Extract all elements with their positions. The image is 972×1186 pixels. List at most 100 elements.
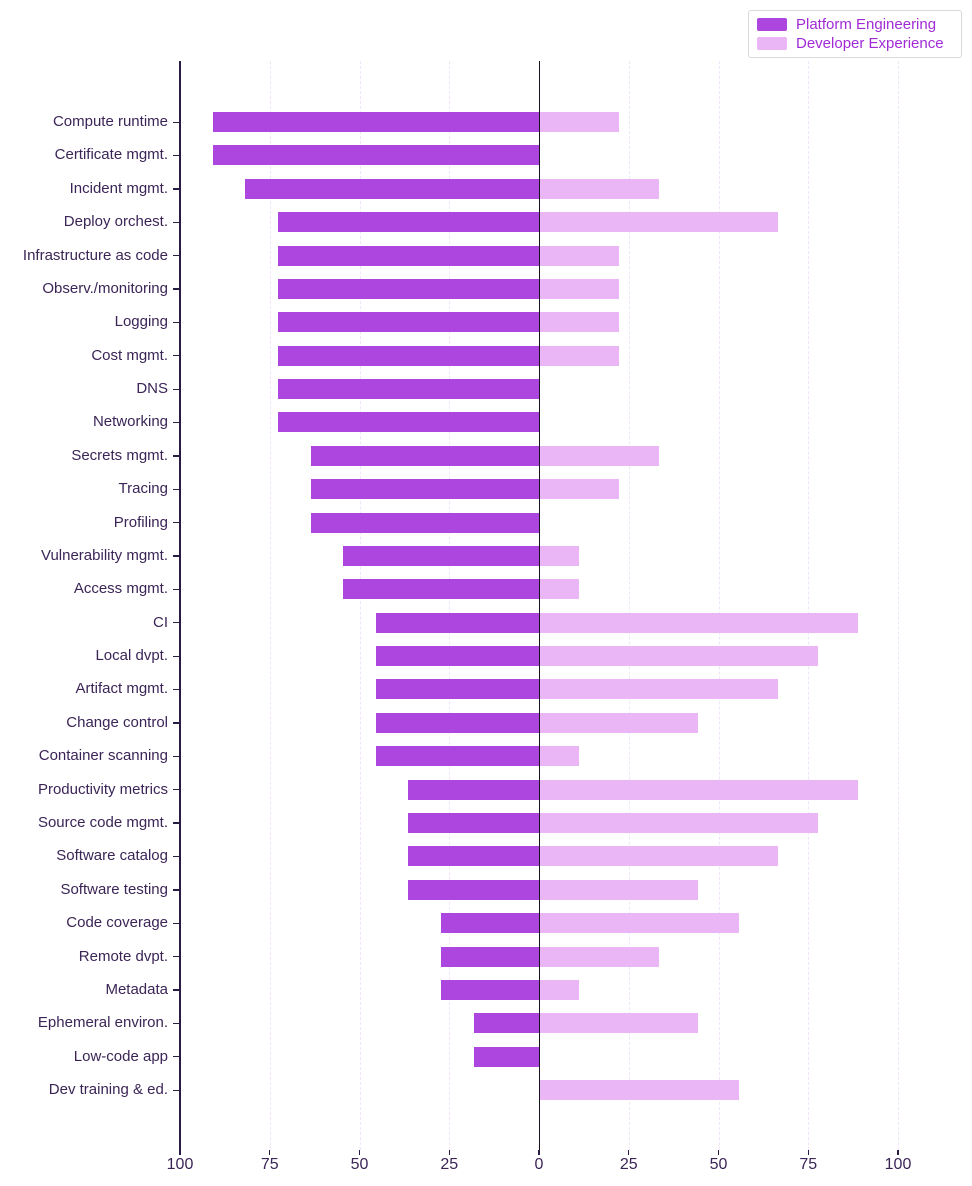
x-tick-label: 25 [619, 1156, 638, 1173]
category-label: Ephemeral environ. [37, 1014, 168, 1032]
bar-platform-engineering [278, 212, 539, 233]
y-tick [173, 355, 179, 357]
bar-platform-engineering [375, 746, 539, 767]
category-label: Infrastructure as code [22, 246, 168, 264]
bar-platform-engineering [473, 1013, 539, 1034]
bar-developer-experience [539, 913, 739, 934]
bar-platform-engineering [310, 512, 539, 533]
bar-developer-experience [539, 112, 619, 132]
x-tick [717, 1150, 720, 1155]
y-tick [173, 889, 179, 891]
bar-platform-engineering [440, 946, 539, 967]
bar-platform-engineering [278, 245, 539, 266]
category-label: Observ./monitoring [42, 279, 168, 297]
bar-developer-experience [539, 445, 659, 466]
category-label: Networking [92, 413, 168, 431]
x-tick-label: 75 [799, 1156, 818, 1173]
category-label: Access mgmt. [73, 580, 168, 598]
y-tick [173, 555, 179, 557]
bar-platform-engineering [278, 312, 539, 333]
y-tick [173, 288, 179, 290]
category-label: Source code mgmt. [37, 813, 168, 831]
x-tick [807, 1150, 809, 1155]
y-tick [173, 154, 179, 157]
bar-developer-experience [539, 646, 819, 667]
category-label: Remote dvpt. [78, 947, 168, 965]
x-tick-label: 50 [709, 1156, 728, 1173]
y-tick [173, 221, 179, 223]
x-tick-label: 100 [166, 1156, 194, 1173]
gridline [269, 61, 271, 1150]
category-label: Low-code app [73, 1047, 168, 1065]
category-label: CI [153, 613, 168, 631]
y-tick [173, 989, 179, 991]
x-tick [897, 1150, 899, 1155]
bar-developer-experience [539, 712, 699, 733]
category-label: Deploy orchest. [63, 213, 168, 231]
gridline [718, 61, 720, 1150]
category-label: Metadata [105, 980, 168, 998]
y-tick [173, 321, 179, 324]
y-tick [173, 655, 179, 657]
bar-platform-engineering [375, 712, 539, 733]
bar-platform-engineering [408, 879, 539, 900]
bar-platform-engineering [278, 412, 539, 433]
bar-developer-experience [539, 979, 579, 1000]
y-tick [173, 588, 179, 591]
developer-experience-swatch-icon [757, 37, 787, 51]
bar-platform-engineering [375, 679, 539, 700]
legend-label: Developer Experience [796, 35, 944, 53]
x-tick [628, 1150, 630, 1155]
bar-developer-experience [539, 1013, 699, 1034]
category-label: Container scanning [38, 747, 168, 765]
bar-developer-experience [539, 278, 619, 299]
bar-developer-experience [539, 779, 859, 800]
category-label: Local dvpt. [95, 647, 168, 665]
bar-developer-experience [539, 245, 619, 266]
category-label: Vulnerability mgmt. [41, 546, 168, 564]
x-tick-label: 25 [440, 1156, 459, 1173]
y-tick [173, 922, 179, 924]
bar-platform-engineering [408, 812, 539, 833]
plot-area [180, 61, 899, 1150]
y-tick [173, 421, 179, 424]
bar-developer-experience [539, 178, 659, 199]
bar-developer-experience [539, 946, 659, 967]
bar-platform-engineering [440, 979, 539, 1000]
x-tick [179, 1150, 181, 1155]
bar-platform-engineering [278, 345, 539, 366]
y-tick [173, 722, 179, 724]
category-label: Code coverage [66, 914, 168, 932]
category-label: DNS [136, 380, 168, 398]
bar-platform-engineering [310, 479, 539, 500]
category-label: Tracing [118, 480, 168, 498]
bar-platform-engineering [278, 379, 539, 400]
bar-developer-experience [539, 879, 699, 900]
bar-developer-experience [539, 679, 779, 700]
category-label: Logging [114, 313, 168, 331]
legend-label: Platform Engineering [796, 15, 937, 33]
bar-developer-experience [539, 545, 579, 566]
x-tick-label: 50 [350, 1156, 369, 1173]
y-tick [173, 455, 179, 457]
y-axis-line [179, 61, 181, 1151]
gridline [449, 61, 451, 1150]
x-tick-label: 0 [534, 1156, 544, 1173]
y-tick [173, 255, 179, 257]
bar-platform-engineering [212, 145, 539, 166]
y-tick [173, 1022, 179, 1025]
chart-legend: Platform Engineering Developer Experienc… [748, 10, 962, 58]
gridline [628, 61, 630, 1150]
y-tick [173, 388, 179, 390]
bar-platform-engineering [375, 612, 539, 633]
bar-platform-engineering [245, 178, 539, 199]
bar-platform-engineering [278, 278, 539, 299]
category-label: Cost mgmt. [91, 346, 168, 364]
y-tick [173, 1056, 179, 1058]
bar-platform-engineering [440, 913, 539, 934]
legend-entry-platform-engineering: Platform Engineering [749, 16, 961, 33]
y-tick [173, 755, 179, 758]
gridline [898, 61, 899, 1150]
y-tick [173, 956, 179, 958]
gridline [808, 61, 810, 1150]
